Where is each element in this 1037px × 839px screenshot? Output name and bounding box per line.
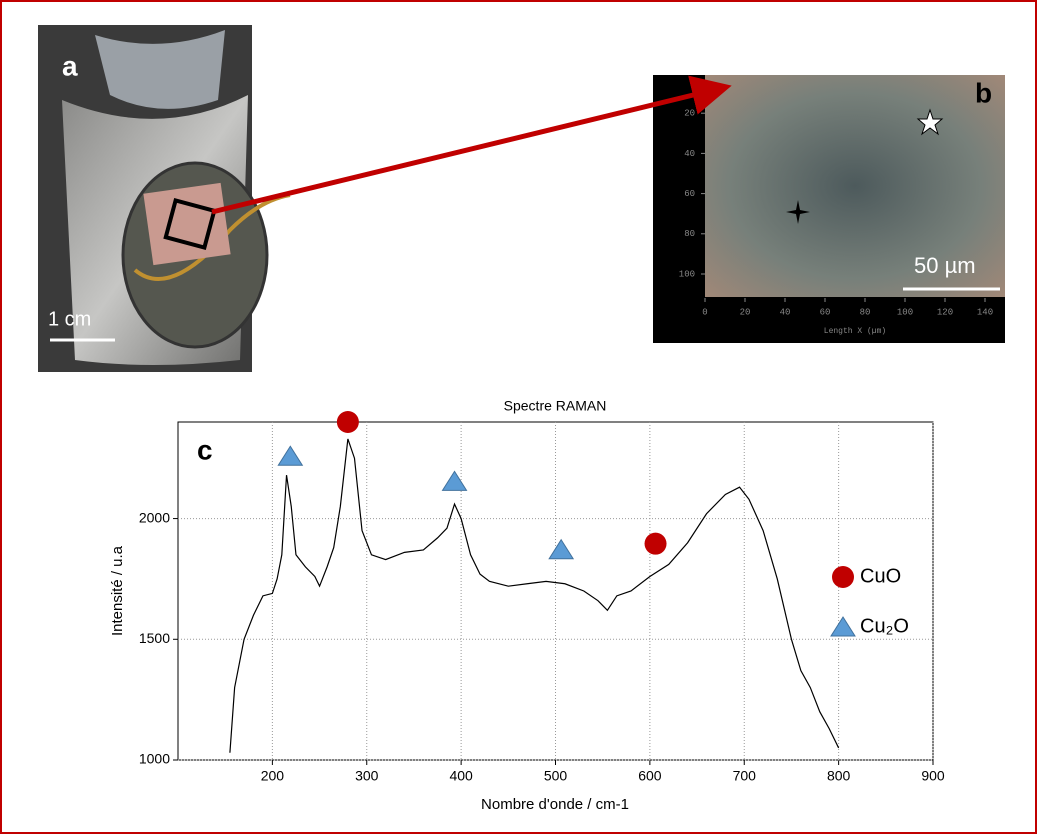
x-tick-label: 700: [733, 768, 757, 784]
marker-circle: [336, 411, 359, 433]
x-tick-label: 300: [355, 768, 379, 784]
marker-circle: [644, 532, 667, 555]
x-tick-label: 900: [921, 768, 945, 784]
panel-label: a: [62, 50, 78, 81]
x-tick-label: 600: [638, 768, 662, 784]
y-tick-label: 100: [679, 269, 695, 279]
panel-label: b: [975, 77, 992, 108]
x-tick-label: 80: [860, 307, 871, 317]
micrograph: [705, 75, 1005, 297]
x-tick-label: 20: [740, 307, 751, 317]
x-tick-label: 500: [544, 768, 568, 784]
spectrum: [229, 438, 840, 753]
x-axis-label: Nombre d'onde / cm-1: [481, 796, 629, 813]
x-tick-label: 100: [897, 307, 913, 317]
star-marker: [916, 108, 944, 136]
marker-circle: [832, 566, 854, 588]
legend-label: Cu₂O: [860, 615, 909, 637]
chart-title: Spectre RAMAN: [504, 398, 607, 414]
y-tick-label: 1500: [139, 630, 170, 646]
y-axis-label: Intensité / u.a: [109, 545, 126, 636]
marker-triangle: [441, 470, 468, 491]
x-tick-label: 400: [449, 768, 473, 784]
x-tick-label: 800: [827, 768, 851, 784]
axis-label: Length X (µm): [824, 327, 886, 336]
x-tick-label: 40: [780, 307, 791, 317]
scale-bar-label: 1 cm: [48, 308, 91, 330]
panel-b: b 50 µm Length X (µm): [653, 75, 1005, 343]
panel-label: c: [197, 434, 213, 465]
y-tick-label: 40: [684, 149, 695, 159]
y-tick-label: 80: [684, 229, 695, 239]
zone-box: [163, 198, 217, 250]
marker-triangle: [277, 445, 304, 466]
scale-bar-label: 50 µm: [914, 253, 976, 278]
y-tick-label: 60: [684, 189, 695, 199]
x-tick-label: 60: [820, 307, 831, 317]
y-tick-label: 1000: [139, 751, 170, 767]
legend-label: CuO: [860, 565, 901, 587]
y-tick-label: 20: [684, 109, 695, 119]
x-tick-label: 140: [977, 307, 993, 317]
arrow: [211, 75, 732, 215]
x-tick-label: 120: [937, 307, 953, 317]
x-tick-label: 0: [702, 307, 707, 317]
panel-a: a 1 cm: [38, 25, 291, 372]
panel-c: Spectre RAMAN Nombre d'onde / cm-1 Inten…: [109, 398, 934, 813]
metal-top: [95, 30, 225, 109]
y-tick-label: 2000: [139, 509, 170, 525]
x-tick-label: 200: [261, 768, 285, 784]
copper-sample: [143, 182, 231, 266]
cross-marker: [786, 200, 810, 224]
marker-triangle: [548, 538, 575, 560]
marker-triangle: [830, 616, 856, 637]
